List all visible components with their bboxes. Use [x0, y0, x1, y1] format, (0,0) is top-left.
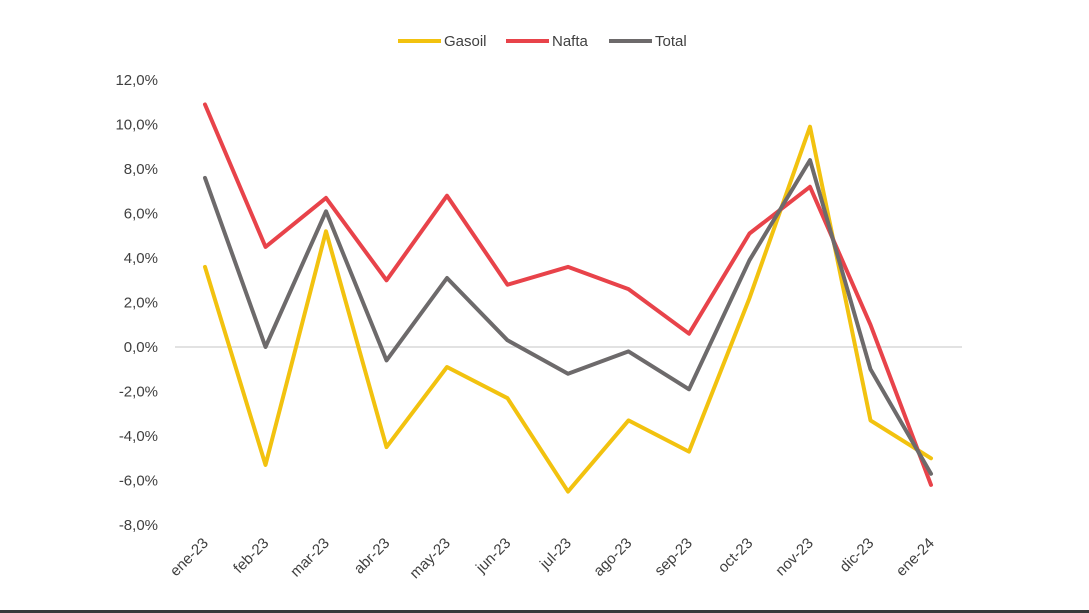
x-tick-label: jun-23 [472, 535, 514, 577]
x-tick-label: nov-23 [772, 535, 816, 579]
x-tick-label: may-23 [406, 535, 453, 582]
x-tick-label: dic-23 [836, 535, 877, 576]
y-tick-label: 12,0% [115, 72, 158, 89]
x-tick-label: ene-23 [167, 535, 212, 580]
series-line-total [203, 158, 933, 476]
y-tick-label: -4,0% [119, 428, 158, 445]
legend-label: Nafta [552, 33, 589, 50]
bottom-divider [0, 610, 1089, 613]
series-line-gasoil [203, 124, 933, 494]
y-tick-label: -8,0% [119, 517, 158, 534]
series-layer [203, 102, 933, 494]
legend-item-gasoil: Gasoil [398, 33, 487, 50]
x-tick-label: ago-23 [590, 535, 635, 580]
legend-label: Total [655, 33, 687, 50]
y-tick-label: 2,0% [124, 295, 158, 312]
series-line-nafta [203, 102, 933, 487]
y-tick-label: -2,0% [119, 384, 158, 401]
x-tick-label: sep-23 [651, 535, 695, 579]
y-tick-label: 10,0% [115, 117, 158, 134]
y-axis: 12,0% 10,0% 8,0% 6,0% 4,0% 2,0% 0,0% -2,0% -4,0%… [115, 72, 158, 534]
x-tick-label: oct-23 [715, 535, 757, 577]
x-tick-label: ene-24 [893, 535, 938, 580]
legend-item-nafta: Nafta [506, 33, 589, 50]
y-tick-label: 8,0% [124, 161, 158, 178]
legend: Gasoil Nafta Total [398, 33, 687, 50]
x-tick-label: abr-23 [351, 535, 394, 578]
x-axis: ene-23 feb-23 mar-23 abr-23 may-23 jun-23 jul-… [167, 535, 938, 582]
legend-item-total: Total [609, 33, 687, 50]
x-tick-label: jul-23 [536, 535, 575, 574]
y-tick-label: 6,0% [124, 206, 158, 223]
legend-label: Gasoil [444, 33, 487, 50]
y-tick-label: -6,0% [119, 473, 158, 490]
y-tick-label: 0,0% [124, 339, 158, 356]
y-tick-label: 4,0% [124, 250, 158, 267]
x-tick-label: mar-23 [287, 535, 333, 581]
x-tick-label: feb-23 [230, 535, 272, 577]
